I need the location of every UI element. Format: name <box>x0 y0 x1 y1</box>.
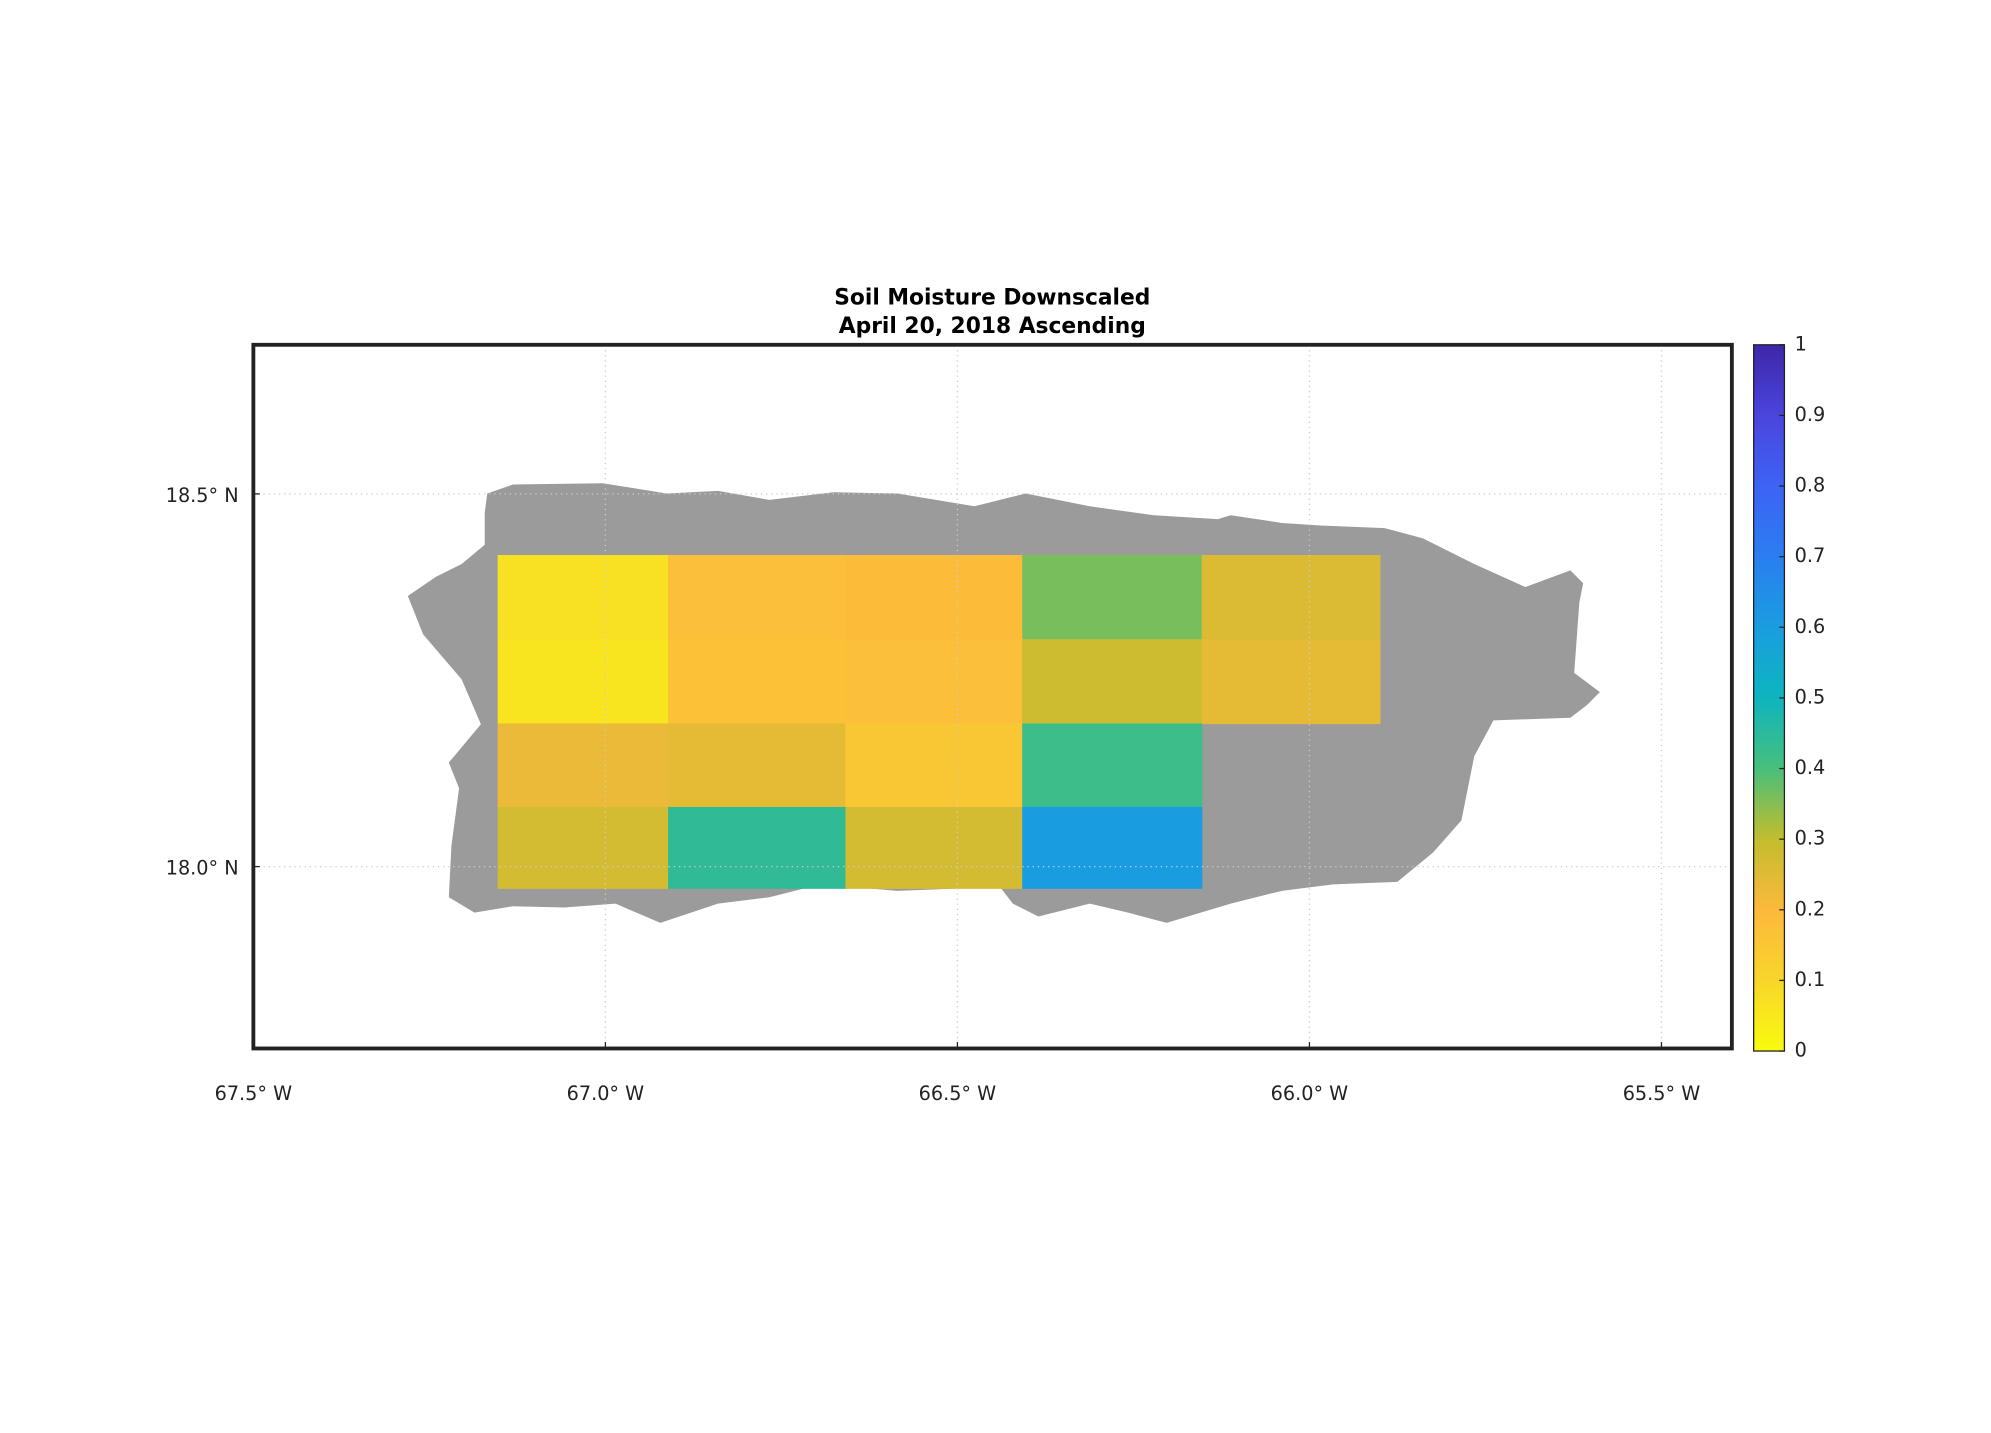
moisture-cell <box>845 723 1023 808</box>
moisture-cell <box>1022 723 1203 808</box>
moisture-cell <box>668 806 847 889</box>
moisture-cell <box>1201 555 1381 640</box>
moisture-cell <box>1022 555 1203 640</box>
x-tick-label: 66.5° W <box>919 1082 997 1105</box>
colorbar-tick-label: 0.8 <box>1795 474 1826 497</box>
moisture-cell <box>845 639 1023 725</box>
moisture-cell <box>845 555 1023 640</box>
moisture-cell <box>1022 639 1203 725</box>
colorbar-tick-label: 0.6 <box>1795 615 1826 638</box>
moisture-cell <box>1022 806 1203 889</box>
moisture-cell <box>845 806 1023 889</box>
moisture-cell <box>497 806 669 889</box>
colorbar-tick-label: 0.5 <box>1795 685 1826 708</box>
moisture-cell <box>668 723 847 808</box>
title-line: April 20, 2018 Ascending <box>839 314 1146 339</box>
colorbar-tick-label: 0.9 <box>1795 403 1826 426</box>
moisture-cell <box>1201 639 1381 725</box>
moisture-cell <box>497 723 669 808</box>
map-frame <box>251 342 1734 1051</box>
y-tick-label: 18.5° N <box>166 484 239 507</box>
moisture-cell <box>497 555 669 640</box>
colorbar-tick-label: 0.7 <box>1795 544 1826 567</box>
title-line: Soil Moisture Downscaled <box>834 286 1150 311</box>
x-tick-label: 65.5° W <box>1623 1082 1701 1105</box>
colorbar-tick-label: 0.1 <box>1795 968 1826 991</box>
moisture-cell <box>668 639 847 725</box>
moisture-cell <box>668 555 847 640</box>
x-tick-label: 67.5° W <box>215 1082 293 1105</box>
x-tick-label: 66.0° W <box>1271 1082 1349 1105</box>
moisture-cell <box>497 639 669 725</box>
colorbar-tick-label: 0.3 <box>1795 827 1826 850</box>
x-tick-label: 67.0° W <box>567 1082 645 1105</box>
y-tick-label: 18.0° N <box>166 857 239 880</box>
colorbar-tick-label: 0 <box>1795 1039 1807 1062</box>
colorbar-tick-label: 0.2 <box>1795 897 1826 920</box>
colorbar-tick-label: 0.4 <box>1795 756 1826 779</box>
colorbar-tick-label: 1 <box>1795 332 1807 355</box>
